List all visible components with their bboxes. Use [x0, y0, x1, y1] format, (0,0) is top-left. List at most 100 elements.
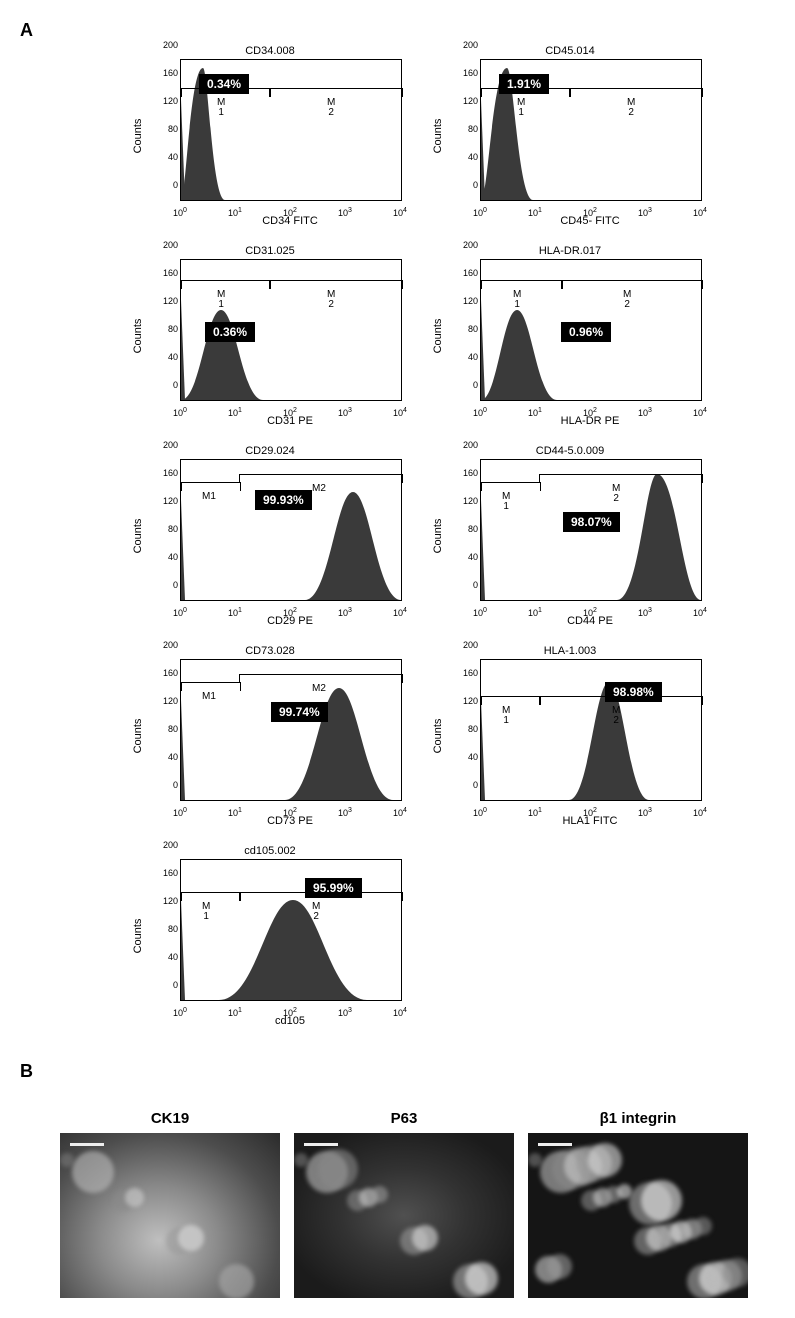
x-tick: 102: [583, 207, 597, 218]
histogram-CD31.025: CD31.025Counts04080120160200M1M20.36%100…: [140, 245, 400, 427]
x-tick: 101: [528, 807, 542, 818]
x-tick: 103: [338, 807, 352, 818]
micrograph-title: CK19: [151, 1110, 189, 1127]
y-tick: 200: [152, 440, 178, 450]
x-tick: 101: [228, 407, 242, 418]
x-tick: 100: [173, 207, 187, 218]
y-tick: 160: [452, 68, 478, 78]
histogram-CD34.008: CD34.008Counts04080120160200M1M20.34%100…: [140, 45, 400, 227]
x-tick: 101: [228, 807, 242, 818]
y-tick: 0: [152, 180, 178, 190]
micrograph-CK19: CK19: [60, 1110, 280, 1298]
y-tick: 40: [452, 752, 478, 762]
gate-marker: [181, 280, 271, 289]
gate-label: M2: [312, 684, 326, 694]
y-tick: 80: [152, 524, 178, 534]
chart-title: CD29.024: [140, 445, 400, 457]
y-tick: 120: [152, 96, 178, 106]
gate-marker: [181, 892, 241, 901]
x-tick: 102: [283, 207, 297, 218]
x-tick: 104: [393, 807, 407, 818]
chart-title: CD34.008: [140, 45, 400, 57]
y-tick: 200: [452, 240, 478, 250]
y-tick: 120: [452, 96, 478, 106]
y-tick: 0: [152, 980, 178, 990]
x-tick: 102: [583, 607, 597, 618]
histogram-CD29.024: CD29.024Counts04080120160200M1M299.93%10…: [140, 445, 400, 627]
y-tick: 0: [452, 180, 478, 190]
gate-label: M1: [202, 492, 216, 502]
x-tick: 104: [393, 407, 407, 418]
y-tick: 0: [452, 580, 478, 590]
x-tick: 100: [173, 807, 187, 818]
x-tick: 102: [283, 407, 297, 418]
percentage-badge: 98.98%: [605, 682, 662, 702]
y-tick: 0: [452, 380, 478, 390]
y-axis-label: Counts: [132, 119, 144, 154]
x-tick: 100: [473, 807, 487, 818]
chart-title: CD44-5.0.009: [440, 445, 700, 457]
micrograph-row: CK19 P63 β1 integrin: [60, 1110, 775, 1298]
y-tick: 160: [152, 668, 178, 678]
y-tick: 120: [152, 296, 178, 306]
y-tick: 200: [452, 640, 478, 650]
gate-marker: [239, 474, 403, 483]
y-tick: 120: [152, 696, 178, 706]
scale-bar: [304, 1143, 338, 1146]
histogram-CD44-5.0.009: CD44-5.0.009Counts04080120160200M1M298.0…: [440, 445, 700, 627]
y-tick: 120: [152, 496, 178, 506]
histogram-CD73.028: CD73.028Counts04080120160200M1M299.74%10…: [140, 645, 400, 827]
y-tick: 120: [452, 296, 478, 306]
x-tick: 101: [228, 1007, 242, 1018]
gate-label: M2: [312, 902, 320, 922]
chart-title: CD31.025: [140, 245, 400, 257]
percentage-badge: 99.74%: [271, 702, 328, 722]
histogram-CD45.014: CD45.014Counts04080120160200M1M21.91%100…: [440, 45, 700, 227]
x-tick: 104: [693, 807, 707, 818]
y-tick: 0: [152, 380, 178, 390]
y-tick: 200: [452, 440, 478, 450]
chart-title: HLA-1.003: [440, 645, 700, 657]
y-tick: 0: [152, 780, 178, 790]
x-tick: 102: [583, 407, 597, 418]
gate-label: M1: [517, 98, 525, 118]
x-tick: 103: [638, 207, 652, 218]
x-tick: 101: [528, 407, 542, 418]
micrograph-β1 integrin: β1 integrin: [528, 1110, 748, 1298]
gate-label: M2: [612, 706, 620, 726]
gate-label: M1: [502, 492, 510, 512]
y-tick: 40: [152, 752, 178, 762]
gate-label: M1: [502, 706, 510, 726]
y-tick: 200: [152, 840, 178, 850]
x-tick: 103: [638, 607, 652, 618]
x-tick: 103: [338, 207, 352, 218]
flow-cytometry-grid: CD34.008Counts04080120160200M1M20.34%100…: [140, 45, 775, 1027]
chart-title: CD45.014: [440, 45, 700, 57]
percentage-badge: 99.93%: [255, 490, 312, 510]
chart-title: CD73.028: [140, 645, 400, 657]
y-tick: 80: [152, 924, 178, 934]
y-tick: 120: [452, 496, 478, 506]
x-tick: 100: [473, 607, 487, 618]
gate-marker: [539, 474, 703, 483]
x-tick: 100: [473, 407, 487, 418]
y-tick: 40: [152, 152, 178, 162]
gate-label: M1: [202, 692, 216, 702]
x-tick: 103: [338, 1007, 352, 1018]
x-tick: 100: [173, 607, 187, 618]
x-tick: 100: [173, 1007, 187, 1018]
gate-marker: [239, 674, 403, 683]
micrograph-title: P63: [391, 1110, 418, 1127]
chart-title: HLA-DR.017: [440, 245, 700, 257]
y-tick: 200: [452, 40, 478, 50]
y-tick: 40: [452, 152, 478, 162]
x-tick: 100: [173, 407, 187, 418]
y-tick: 200: [152, 640, 178, 650]
gate-label: M2: [612, 484, 620, 504]
scale-bar: [70, 1143, 104, 1146]
panel-a-label: A: [20, 20, 33, 41]
gate-marker: [269, 88, 403, 97]
gate-label: M2: [327, 98, 335, 118]
x-tick: 102: [283, 607, 297, 618]
x-tick: 103: [638, 807, 652, 818]
